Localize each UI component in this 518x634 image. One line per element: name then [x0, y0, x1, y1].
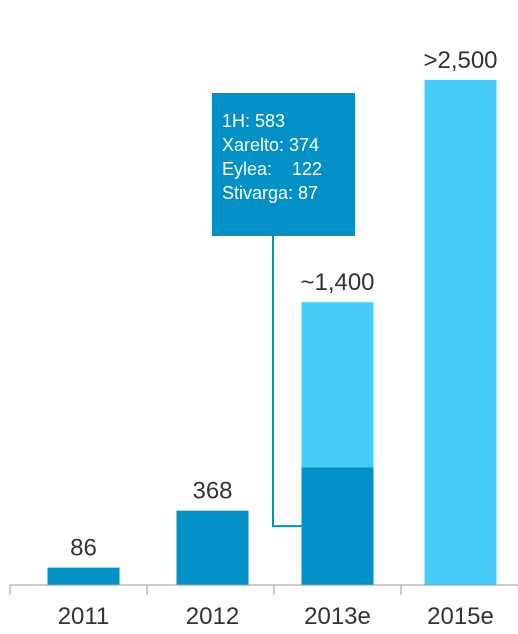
- tick-label-2015e: 2015e: [427, 603, 494, 630]
- callout-line-3: Eylea: 122: [222, 159, 322, 179]
- callout-connector: [272, 236, 302, 528]
- callout-line-4: Stivarga: 87: [222, 183, 318, 203]
- callout-box: 1H: 583 Xarelto: 374 Eylea: 122 Stivarga: 8…: [212, 93, 355, 236]
- x-axis: [9, 584, 518, 595]
- tick-label-2013e: 2013e: [304, 603, 371, 630]
- labels-layer: 86 2011 368 2012 ~1,400 2013e >2,500 2015e: [58, 47, 498, 630]
- tick-label-2012: 2012: [186, 603, 239, 630]
- tick-label-2011: 2011: [58, 603, 110, 630]
- value-label-2012: 368: [192, 478, 232, 505]
- value-label-2013e: ~1,400: [300, 269, 374, 296]
- callout-background: [212, 93, 355, 236]
- value-label-2011: 86: [70, 535, 97, 562]
- bar-2015e-segment-2: [424, 80, 497, 585]
- bar-2012-segment-1: [176, 510, 249, 585]
- bar-2013e-segment-2: [301, 302, 374, 468]
- bar-2013e-segment-1: [301, 467, 374, 585]
- value-label-2015e: >2,500: [423, 47, 497, 74]
- callout-line-2: Xarelto: 374: [222, 135, 319, 155]
- callout-leader-line: [272, 236, 302, 528]
- callout-line-1: 1H: 583: [222, 111, 285, 131]
- bars-layer: [47, 80, 497, 585]
- bar-2011-segment-1: [47, 567, 120, 585]
